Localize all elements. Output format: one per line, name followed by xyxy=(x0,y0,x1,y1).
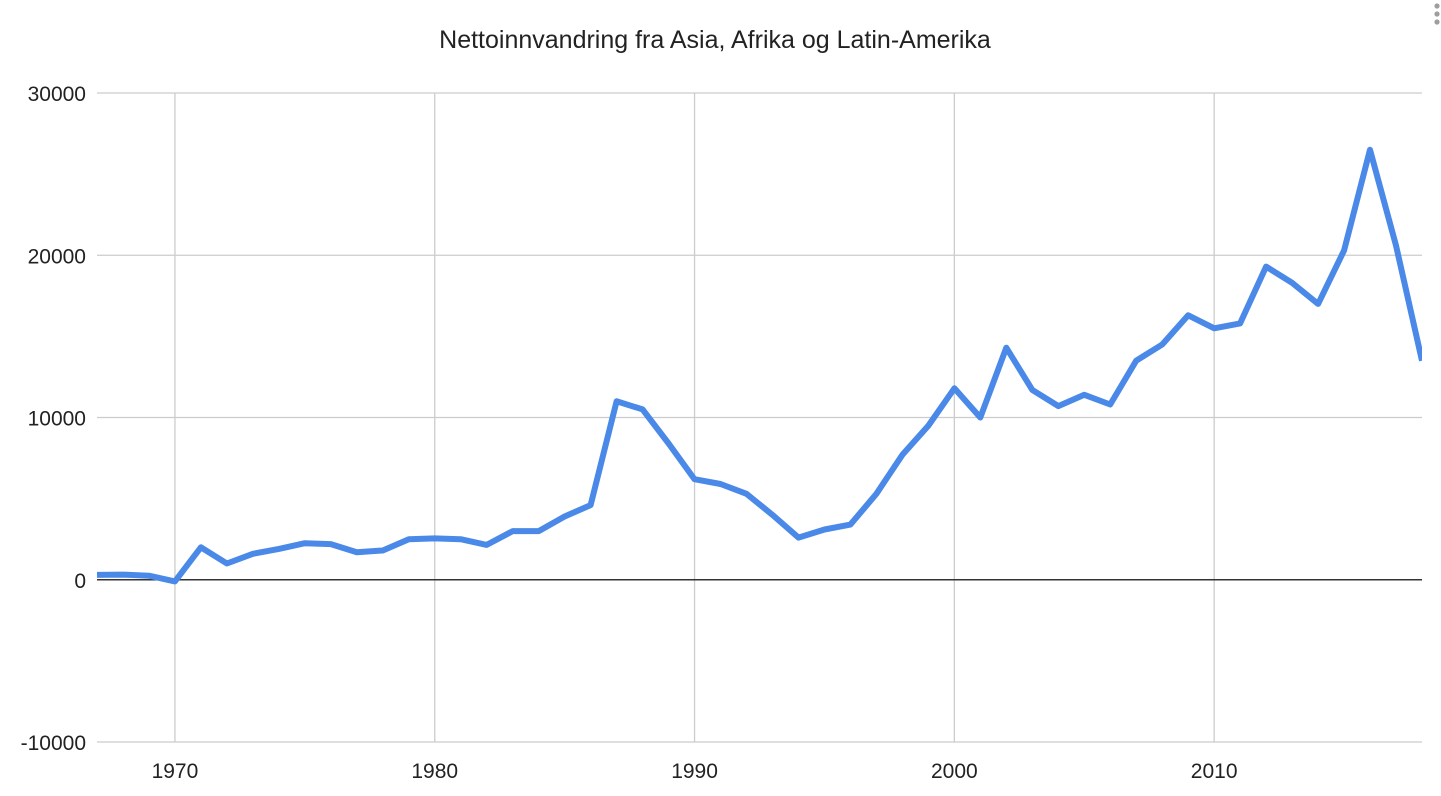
chart-menu-icon[interactable] xyxy=(1434,3,1440,25)
x-tick-label: 2010 xyxy=(1191,760,1238,783)
series-line xyxy=(97,146,1422,585)
x-axis-ticks: 1970 1980 1990 2000 2010 xyxy=(152,760,1238,783)
chart-title: Nettoinnvandring fra Asia, Afrika og Lat… xyxy=(439,26,991,54)
series-layer xyxy=(97,146,1422,585)
x-tick-label: 1980 xyxy=(411,760,458,783)
y-axis-ticks: -10000 0 10000 20000 30000 xyxy=(21,83,86,755)
x-tick-label: 1970 xyxy=(152,760,199,783)
y-tick-label: 30000 xyxy=(28,83,86,106)
y-tick-label: 0 xyxy=(74,570,86,593)
x-tick-label: 2000 xyxy=(931,760,978,783)
gridlines xyxy=(97,92,1422,743)
y-tick-label: 20000 xyxy=(28,245,86,268)
y-tick-label: 10000 xyxy=(28,408,86,431)
x-tick-label: 1990 xyxy=(671,760,718,783)
y-tick-label: -10000 xyxy=(21,732,86,755)
